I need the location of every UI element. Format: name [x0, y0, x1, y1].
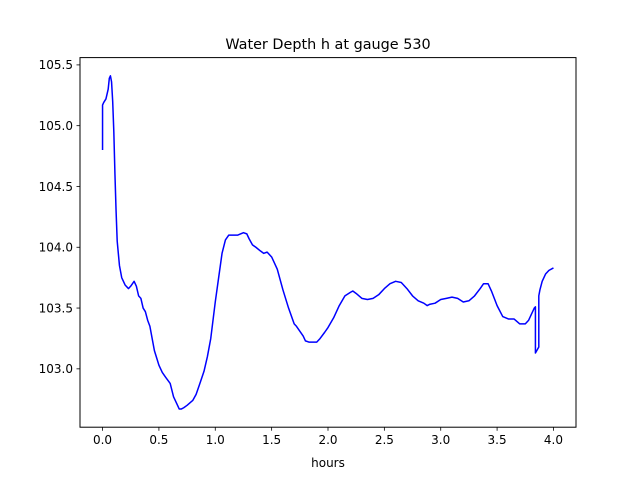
x-tick-label: 2.0 — [318, 433, 337, 447]
y-tick-label: 104.0 — [39, 241, 73, 255]
x-axis-label: hours — [311, 456, 345, 470]
y-tick-label: 103.5 — [39, 301, 73, 315]
plot-area — [101, 75, 554, 410]
x-tick-label: 0.5 — [149, 433, 168, 447]
y-tick-label: 104.5 — [39, 180, 73, 194]
chart-title: Water Depth h at gauge 530 — [225, 37, 430, 53]
x-tick-label: 3.0 — [431, 433, 450, 447]
x-tick-label: 3.5 — [488, 433, 507, 447]
x-tick-label: 4.0 — [544, 433, 563, 447]
series-line-0 — [101, 75, 554, 410]
x-axis: 0.0 0.5 1.0 1.5 2.0 2.5 3.0 3.5 4.0 — [93, 427, 563, 447]
x-tick-label: 2.5 — [375, 433, 394, 447]
y-tick-label: 103.0 — [39, 362, 73, 376]
y-tick-label: 105.0 — [39, 119, 73, 133]
x-tick-label: 1.5 — [262, 433, 281, 447]
y-axis: 103.0 103.5 104.0 104.5 105.0 105.5 — [39, 58, 80, 376]
x-tick-label: 1.0 — [206, 433, 225, 447]
x-tick-label: 0.0 — [93, 433, 112, 447]
y-tick-label: 105.5 — [39, 58, 73, 72]
